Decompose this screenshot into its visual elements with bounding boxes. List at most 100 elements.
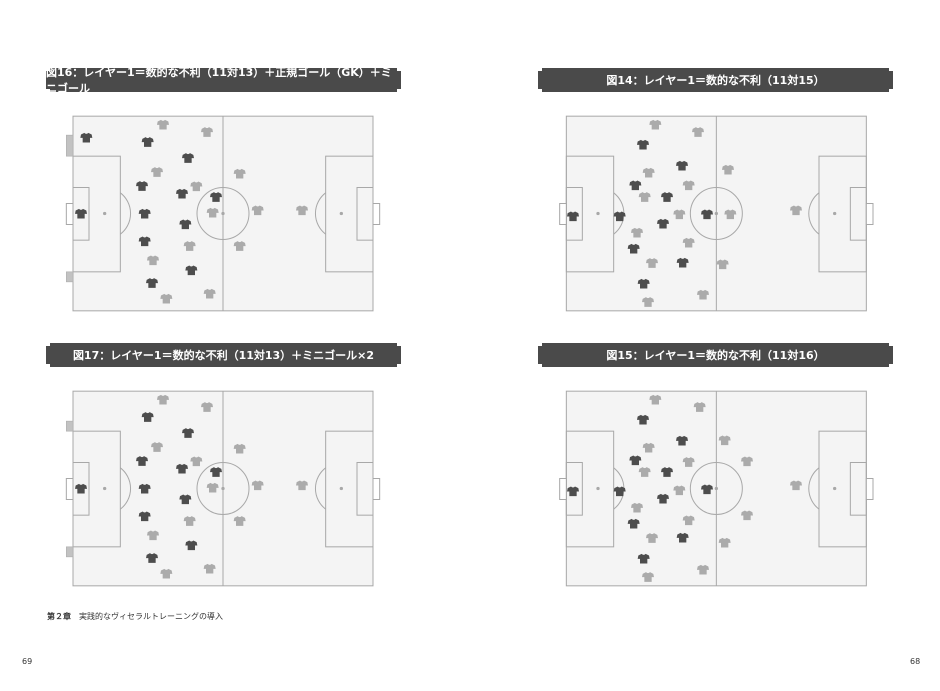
light-team-player-icon <box>160 293 173 304</box>
penalty-spot <box>596 486 600 491</box>
dark-team-player-icon <box>701 209 713 220</box>
goal <box>372 203 381 225</box>
center-spot <box>221 211 225 216</box>
light-team-player-icon <box>233 241 246 251</box>
light-team-player-icon <box>638 192 651 202</box>
figure-16-title: 図16：レイヤー1＝数的な不利（11対13）＋正規ゴール（GK）＋ミニゴール <box>46 68 401 92</box>
dark-team-player-icon <box>210 467 222 477</box>
dark-team-player-icon <box>141 137 154 147</box>
center-circle <box>196 187 250 240</box>
chapter-label: 第２章 <box>47 612 71 621</box>
dark-team-player-icon <box>661 467 673 477</box>
light-team-player-icon <box>724 209 737 220</box>
goal <box>559 478 567 500</box>
dark-team-player-icon <box>80 132 93 143</box>
light-team-player-icon <box>206 207 219 218</box>
light-team-player-icon <box>631 502 643 513</box>
penalty-spot <box>596 211 600 216</box>
dark-team-player-icon <box>146 278 158 288</box>
dark-team-player-icon <box>567 211 579 222</box>
light-team-player-icon <box>201 127 213 137</box>
light-team-player-icon <box>646 258 658 268</box>
penalty-spot <box>833 211 837 216</box>
dark-team-player-icon <box>182 153 194 163</box>
light-team-player-icon <box>203 288 216 299</box>
dark-team-player-icon <box>629 180 642 191</box>
penalty-spot <box>339 211 343 216</box>
mini-goal <box>66 546 74 558</box>
dark-team-player-icon <box>676 160 688 171</box>
light-team-player-icon <box>631 227 643 238</box>
light-team-player-icon <box>638 467 651 477</box>
light-team-player-icon <box>233 168 246 179</box>
dark-team-player-icon <box>567 486 579 497</box>
light-team-player-icon <box>160 568 173 579</box>
dark-team-player-icon <box>676 257 689 268</box>
dark-team-player-icon <box>185 540 198 551</box>
light-team-player-icon <box>147 530 159 541</box>
light-team-player-icon <box>233 516 246 526</box>
figure-16-pitch-diagram <box>65 115 381 312</box>
light-team-player-icon <box>693 402 706 412</box>
goal <box>559 203 567 225</box>
dark-team-player-icon <box>146 553 158 563</box>
dark-team-player-icon <box>657 493 669 504</box>
dark-team-player-icon <box>185 265 198 276</box>
running-footer: 第２章 実践的なヴィセラルトレーニングの導入 <box>47 611 223 622</box>
dark-team-player-icon <box>138 483 151 494</box>
light-team-player-icon <box>697 289 709 300</box>
dark-team-player-icon <box>701 484 713 495</box>
dark-team-player-icon <box>676 435 688 446</box>
dark-team-player-icon <box>75 483 87 494</box>
figure-title-text: 図14：レイヤー1＝数的な不利（11対15） <box>606 74 825 87</box>
dark-team-player-icon <box>629 455 642 466</box>
figure-14-title: 図14：レイヤー1＝数的な不利（11対15） <box>538 68 893 92</box>
center-spot <box>221 486 225 491</box>
light-team-player-icon <box>649 119 662 130</box>
goal <box>65 203 74 225</box>
dark-team-player-icon <box>179 219 192 230</box>
center-spot <box>714 486 718 491</box>
penalty-spot <box>103 211 107 216</box>
light-team-player-icon <box>203 563 216 574</box>
light-team-player-icon <box>682 457 695 467</box>
light-team-player-icon <box>741 456 753 467</box>
penalty-spot <box>339 486 343 491</box>
light-team-player-icon <box>682 515 695 526</box>
mini-goal <box>66 134 74 157</box>
figure-17-pitch-diagram <box>65 390 381 587</box>
page-number-right: 68 <box>910 657 921 666</box>
dark-team-player-icon <box>136 181 148 191</box>
light-team-player-icon <box>790 480 802 491</box>
light-team-player-icon <box>151 442 163 452</box>
light-team-player-icon <box>642 297 654 307</box>
light-team-player-icon <box>157 119 169 130</box>
goal <box>865 478 874 500</box>
dark-team-player-icon <box>138 236 151 247</box>
penalty-arc <box>808 192 820 235</box>
light-team-player-icon <box>673 485 686 496</box>
dark-team-player-icon <box>141 412 154 422</box>
penalty-arc <box>120 192 132 235</box>
light-team-player-icon <box>649 394 662 405</box>
mini-goal <box>66 271 74 283</box>
mini-goal <box>66 420 74 432</box>
light-team-player-icon <box>642 167 655 178</box>
light-team-player-icon <box>183 241 196 251</box>
center-spot <box>714 211 718 216</box>
light-team-player-icon <box>646 533 658 543</box>
light-team-player-icon <box>151 167 163 177</box>
dark-team-player-icon <box>676 532 689 543</box>
goal <box>372 478 381 500</box>
light-team-player-icon <box>642 572 654 582</box>
dark-team-player-icon <box>138 511 151 522</box>
light-team-player-icon <box>716 259 729 270</box>
figure-15-title: 図15：レイヤー1＝数的な不利（11対16） <box>538 343 893 367</box>
light-team-player-icon <box>190 456 203 467</box>
figure-17-title: 図17：レイヤー1＝数的な不利（11対13）＋ミニゴール×2 <box>46 343 401 367</box>
dark-team-player-icon <box>176 188 188 199</box>
dark-team-player-icon <box>176 463 188 474</box>
dark-team-player-icon <box>627 243 640 254</box>
dark-team-player-icon <box>637 278 650 289</box>
penalty-arc <box>120 467 132 510</box>
